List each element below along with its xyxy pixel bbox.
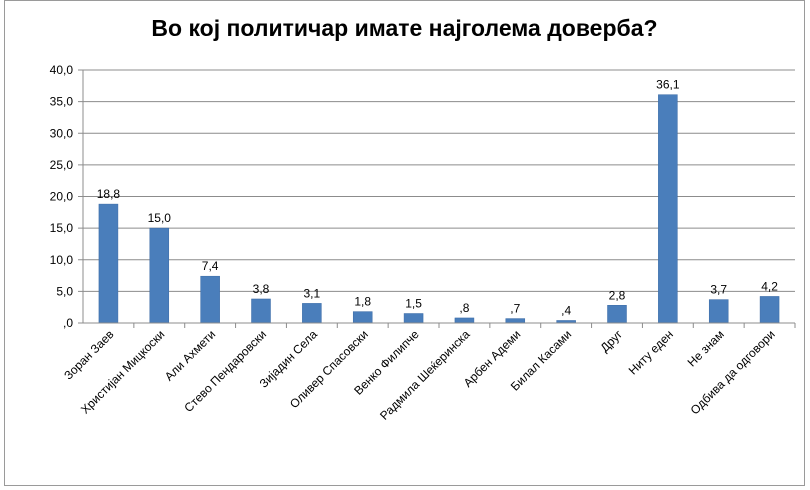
x-category-label: Не знам [685,327,727,369]
y-tick-label: 15,0 [50,221,74,235]
x-category-label: Ниту еден [626,327,676,377]
y-tick-label: 35,0 [50,95,74,109]
data-label: 18,8 [97,187,121,201]
y-tick-label: ,0 [63,316,73,330]
y-tick-label: 5,0 [56,284,73,298]
y-tick-label: 10,0 [50,253,74,267]
bar [607,305,627,324]
bar [251,298,271,324]
x-category-label: Радмила Шеќеринска [377,327,473,423]
data-label: 4,2 [761,279,778,293]
bar [708,299,729,324]
data-label: 7,4 [202,259,219,273]
bar [200,275,220,324]
y-tick-label: 25,0 [50,158,74,172]
chart-title: Во кој политичар имате најголема доверба… [151,15,658,41]
data-label: ,4 [561,303,571,317]
bar [352,311,373,324]
data-label: 1,5 [405,297,422,311]
data-label: 3,7 [710,283,727,297]
bar [658,94,678,324]
x-category-label: Али Ахмети [162,327,218,383]
bar [505,318,526,324]
bar [302,303,322,324]
y-tick-label: 30,0 [50,126,74,140]
data-label: 36,1 [656,78,680,92]
x-category-label: Одбива да одговори [688,327,778,417]
data-label: 2,8 [609,288,626,302]
y-tick-label: 40,0 [50,63,74,77]
data-label: ,8 [459,301,469,315]
x-category-label: Христијан Мицкоски [78,327,167,416]
data-label: ,7 [510,302,520,316]
x-category-label: Друг [598,327,626,355]
data-label: 15,0 [148,211,172,225]
bar [149,227,170,324]
data-label: 3,1 [304,286,321,300]
data-label: 3,8 [253,282,270,296]
bar [454,317,475,324]
bar [403,313,424,324]
x-category-label: Зоран Заев [61,327,116,382]
bar [759,296,780,324]
y-tick-label: 20,0 [50,190,74,204]
bar [98,203,119,324]
data-label: 1,8 [354,295,371,309]
